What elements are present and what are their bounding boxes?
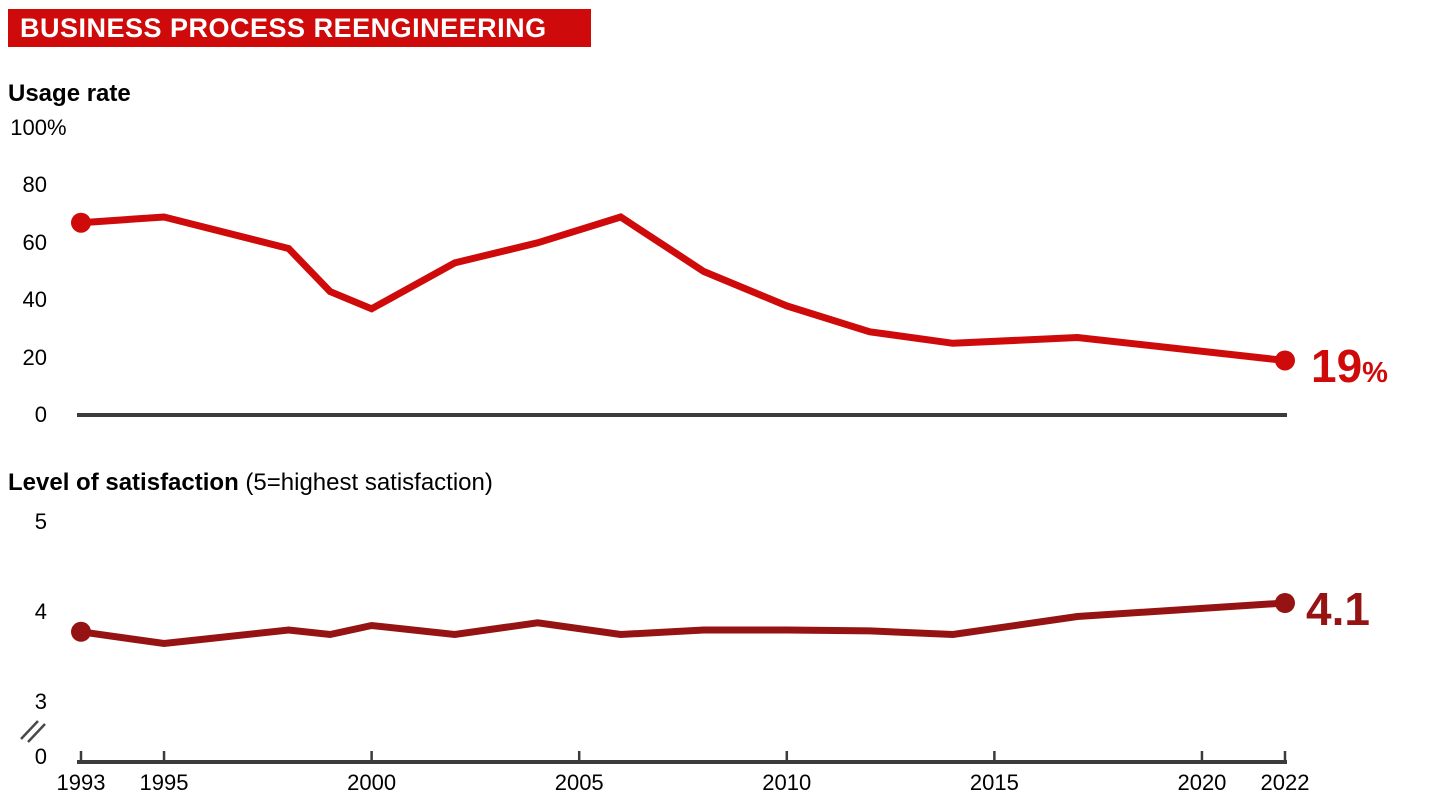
y-tick-value: 0: [34, 402, 47, 427]
x-tick-label: 2022: [1260, 770, 1310, 795]
title-banner-label: BUSINESS PROCESS REENGINEERING: [20, 13, 547, 43]
satisfaction-end-dot: [1274, 593, 1295, 613]
y-tick-suffix: %: [47, 115, 67, 140]
usage-start-dot: [71, 212, 91, 233]
x-tick-label: 2005: [554, 770, 604, 795]
y-tick-value: 20: [22, 344, 47, 370]
satisfaction-line: [80, 599, 1286, 648]
x-tick-label: 2010: [762, 770, 812, 795]
axis-break-icon: [20, 720, 39, 740]
y-tick-label: 20: [0, 344, 47, 370]
axis-break-icon: [27, 723, 46, 743]
x-tick-label: 2020: [1177, 770, 1227, 795]
satisfaction-chart-title: Level of satisfaction (5=highest satisfa…: [8, 469, 493, 497]
title-banner: BUSINESS PROCESS REENGINEERING: [8, 9, 591, 47]
satisfaction-start-dot: [71, 621, 91, 642]
y-tick-label: 0: [0, 746, 47, 768]
usage-chart-title-label: Usage rate: [8, 80, 131, 107]
y-tick-value: 0: [34, 744, 47, 769]
y-tick-value: 5: [34, 509, 47, 534]
y-tick-label: 80: [0, 174, 47, 196]
percent-sign: %: [1362, 357, 1388, 389]
y-tick-value: 80: [22, 172, 47, 198]
usage-end-value: 19: [1311, 340, 1363, 392]
y-tick-label: 5: [0, 511, 47, 533]
usage-end-dot: [1274, 350, 1295, 371]
satisfaction-title-note: (5=highest satisfaction): [245, 469, 493, 496]
usage-line: [80, 213, 1286, 364]
y-tick-label: 40: [0, 289, 47, 311]
x-tick-label: 2000: [347, 770, 397, 795]
x-tick-label: 1995: [139, 770, 189, 795]
y-tick-value: 4: [34, 599, 47, 624]
y-tick-label: 0: [0, 404, 47, 426]
x-tick-label: 2015: [969, 770, 1019, 795]
y-tick-label: 4: [0, 601, 47, 623]
y-tick-value: 40: [22, 287, 47, 313]
x-tick-label: 1993: [56, 770, 106, 795]
y-tick-value: 100: [10, 115, 47, 140]
y-tick-value: 3: [34, 689, 47, 714]
satisfaction-end-label: 4.1: [1306, 586, 1370, 632]
usage-end-label: 19%: [1311, 343, 1388, 389]
y-tick-label: 100%: [0, 115, 66, 140]
usage-chart-title: Usage rate: [8, 80, 131, 108]
y-tick-label: 3: [0, 691, 47, 713]
satisfaction-end-value: 4.1: [1306, 583, 1370, 635]
y-tick-label: 60: [0, 229, 47, 255]
satisfaction-title-label: Level of satisfaction: [8, 469, 239, 496]
y-tick-value: 60: [22, 229, 47, 255]
